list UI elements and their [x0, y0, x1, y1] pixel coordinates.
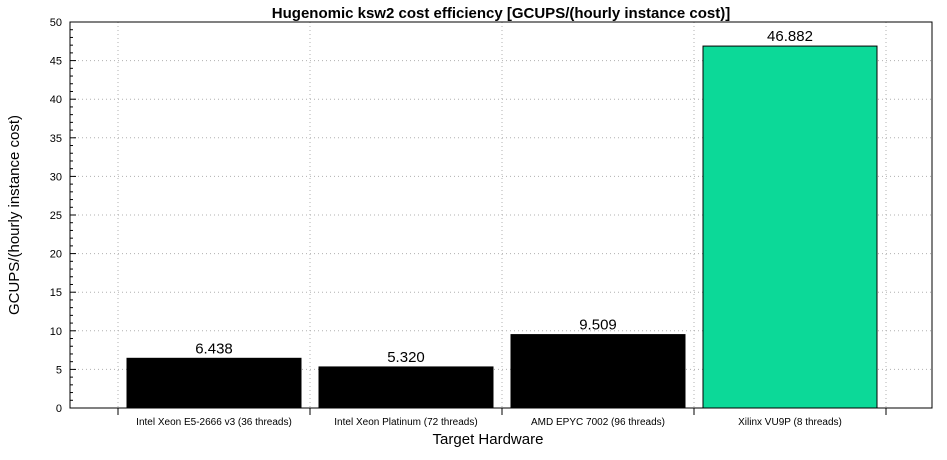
x-tick-label: Xilinx VU9P (8 threads)	[738, 417, 842, 428]
x-tick-label: AMD EPYC 7002 (96 threads)	[531, 417, 665, 428]
chart-title: Hugenomic ksw2 cost efficiency [GCUPS/(h…	[272, 5, 730, 22]
x-axis-title: Target Hardware	[433, 431, 544, 448]
bar-value-label: 46.882	[767, 28, 813, 45]
grid-lines	[70, 22, 932, 408]
y-tick-label: 35	[50, 133, 62, 145]
y-tick-label: 50	[50, 17, 62, 29]
y-tick-label: 20	[50, 249, 62, 261]
x-axis: Intel Xeon E5-2666 v3 (36 threads) Intel …	[117, 408, 887, 428]
y-tick-label: 5	[56, 364, 62, 376]
y-tick-label: 40	[50, 94, 62, 106]
y-tick-label: 10	[50, 326, 62, 338]
y-tick-label: 30	[50, 171, 62, 183]
y-axis: 0 5 10 15 20 25 30 35 40 45 50	[50, 17, 76, 415]
y-axis-title: GCUPS/(hourly instance cost)	[6, 115, 23, 315]
bar-value-label: 6.438	[195, 340, 233, 357]
x-tick-label: Intel Xeon E5-2666 v3 (36 threads)	[136, 417, 292, 428]
y-tick-label: 45	[50, 56, 62, 68]
y-tick-label: 0	[56, 403, 62, 415]
bar	[510, 334, 686, 409]
data-labels: 6.438 5.320 9.509 46.882	[195, 28, 813, 366]
bar	[702, 45, 878, 409]
x-tick-label: Intel Xeon Platinum (72 threads)	[334, 417, 477, 428]
bar-value-label: 9.509	[579, 317, 617, 334]
y-tick-label: 15	[50, 287, 62, 299]
y-tick-label: 25	[50, 210, 62, 222]
bar	[126, 357, 302, 409]
bar	[318, 366, 494, 409]
bars	[126, 45, 878, 409]
bar-value-label: 5.320	[387, 349, 425, 366]
